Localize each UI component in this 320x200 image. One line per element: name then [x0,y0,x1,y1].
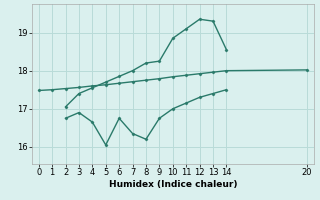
X-axis label: Humidex (Indice chaleur): Humidex (Indice chaleur) [108,180,237,189]
